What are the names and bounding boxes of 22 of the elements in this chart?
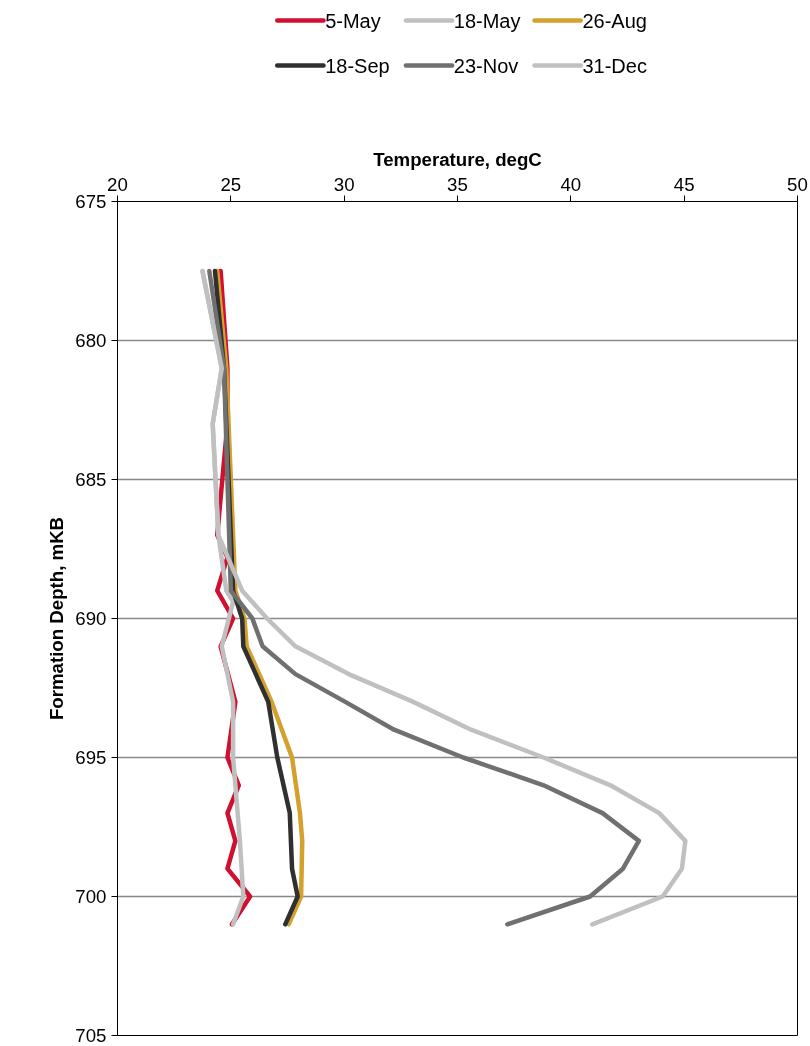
x-tick-label: 20 [107, 173, 128, 195]
legend-label: 5-May [325, 9, 381, 32]
y-tick-label: 675 [75, 191, 107, 212]
x-tick-label: 40 [560, 173, 582, 195]
y-tick-label: 680 [75, 330, 107, 351]
y-tick-label: 705 [75, 1025, 107, 1046]
x-tick-label: 25 [220, 173, 242, 195]
x-tick-label: 35 [447, 173, 468, 195]
y-axis-title: Formation Depth, mKB [46, 516, 68, 721]
y-tick-label: 685 [75, 469, 107, 490]
legend-label: 23-Nov [453, 54, 519, 77]
x-axis-title: Temperature, degC [373, 148, 542, 170]
x-tick-label: 45 [673, 173, 695, 195]
y-tick-label: 700 [75, 886, 107, 907]
legend-label: 18-Sep [325, 54, 390, 77]
legend-label: 26-Aug [582, 9, 647, 32]
legend-label: 31-Dec [582, 54, 647, 77]
legend-label: 18-May [453, 9, 521, 32]
y-tick-label: 690 [75, 608, 107, 629]
x-tick-label: 30 [333, 173, 355, 195]
x-tick-label: 50 [787, 173, 808, 195]
y-tick-label: 695 [75, 747, 107, 768]
